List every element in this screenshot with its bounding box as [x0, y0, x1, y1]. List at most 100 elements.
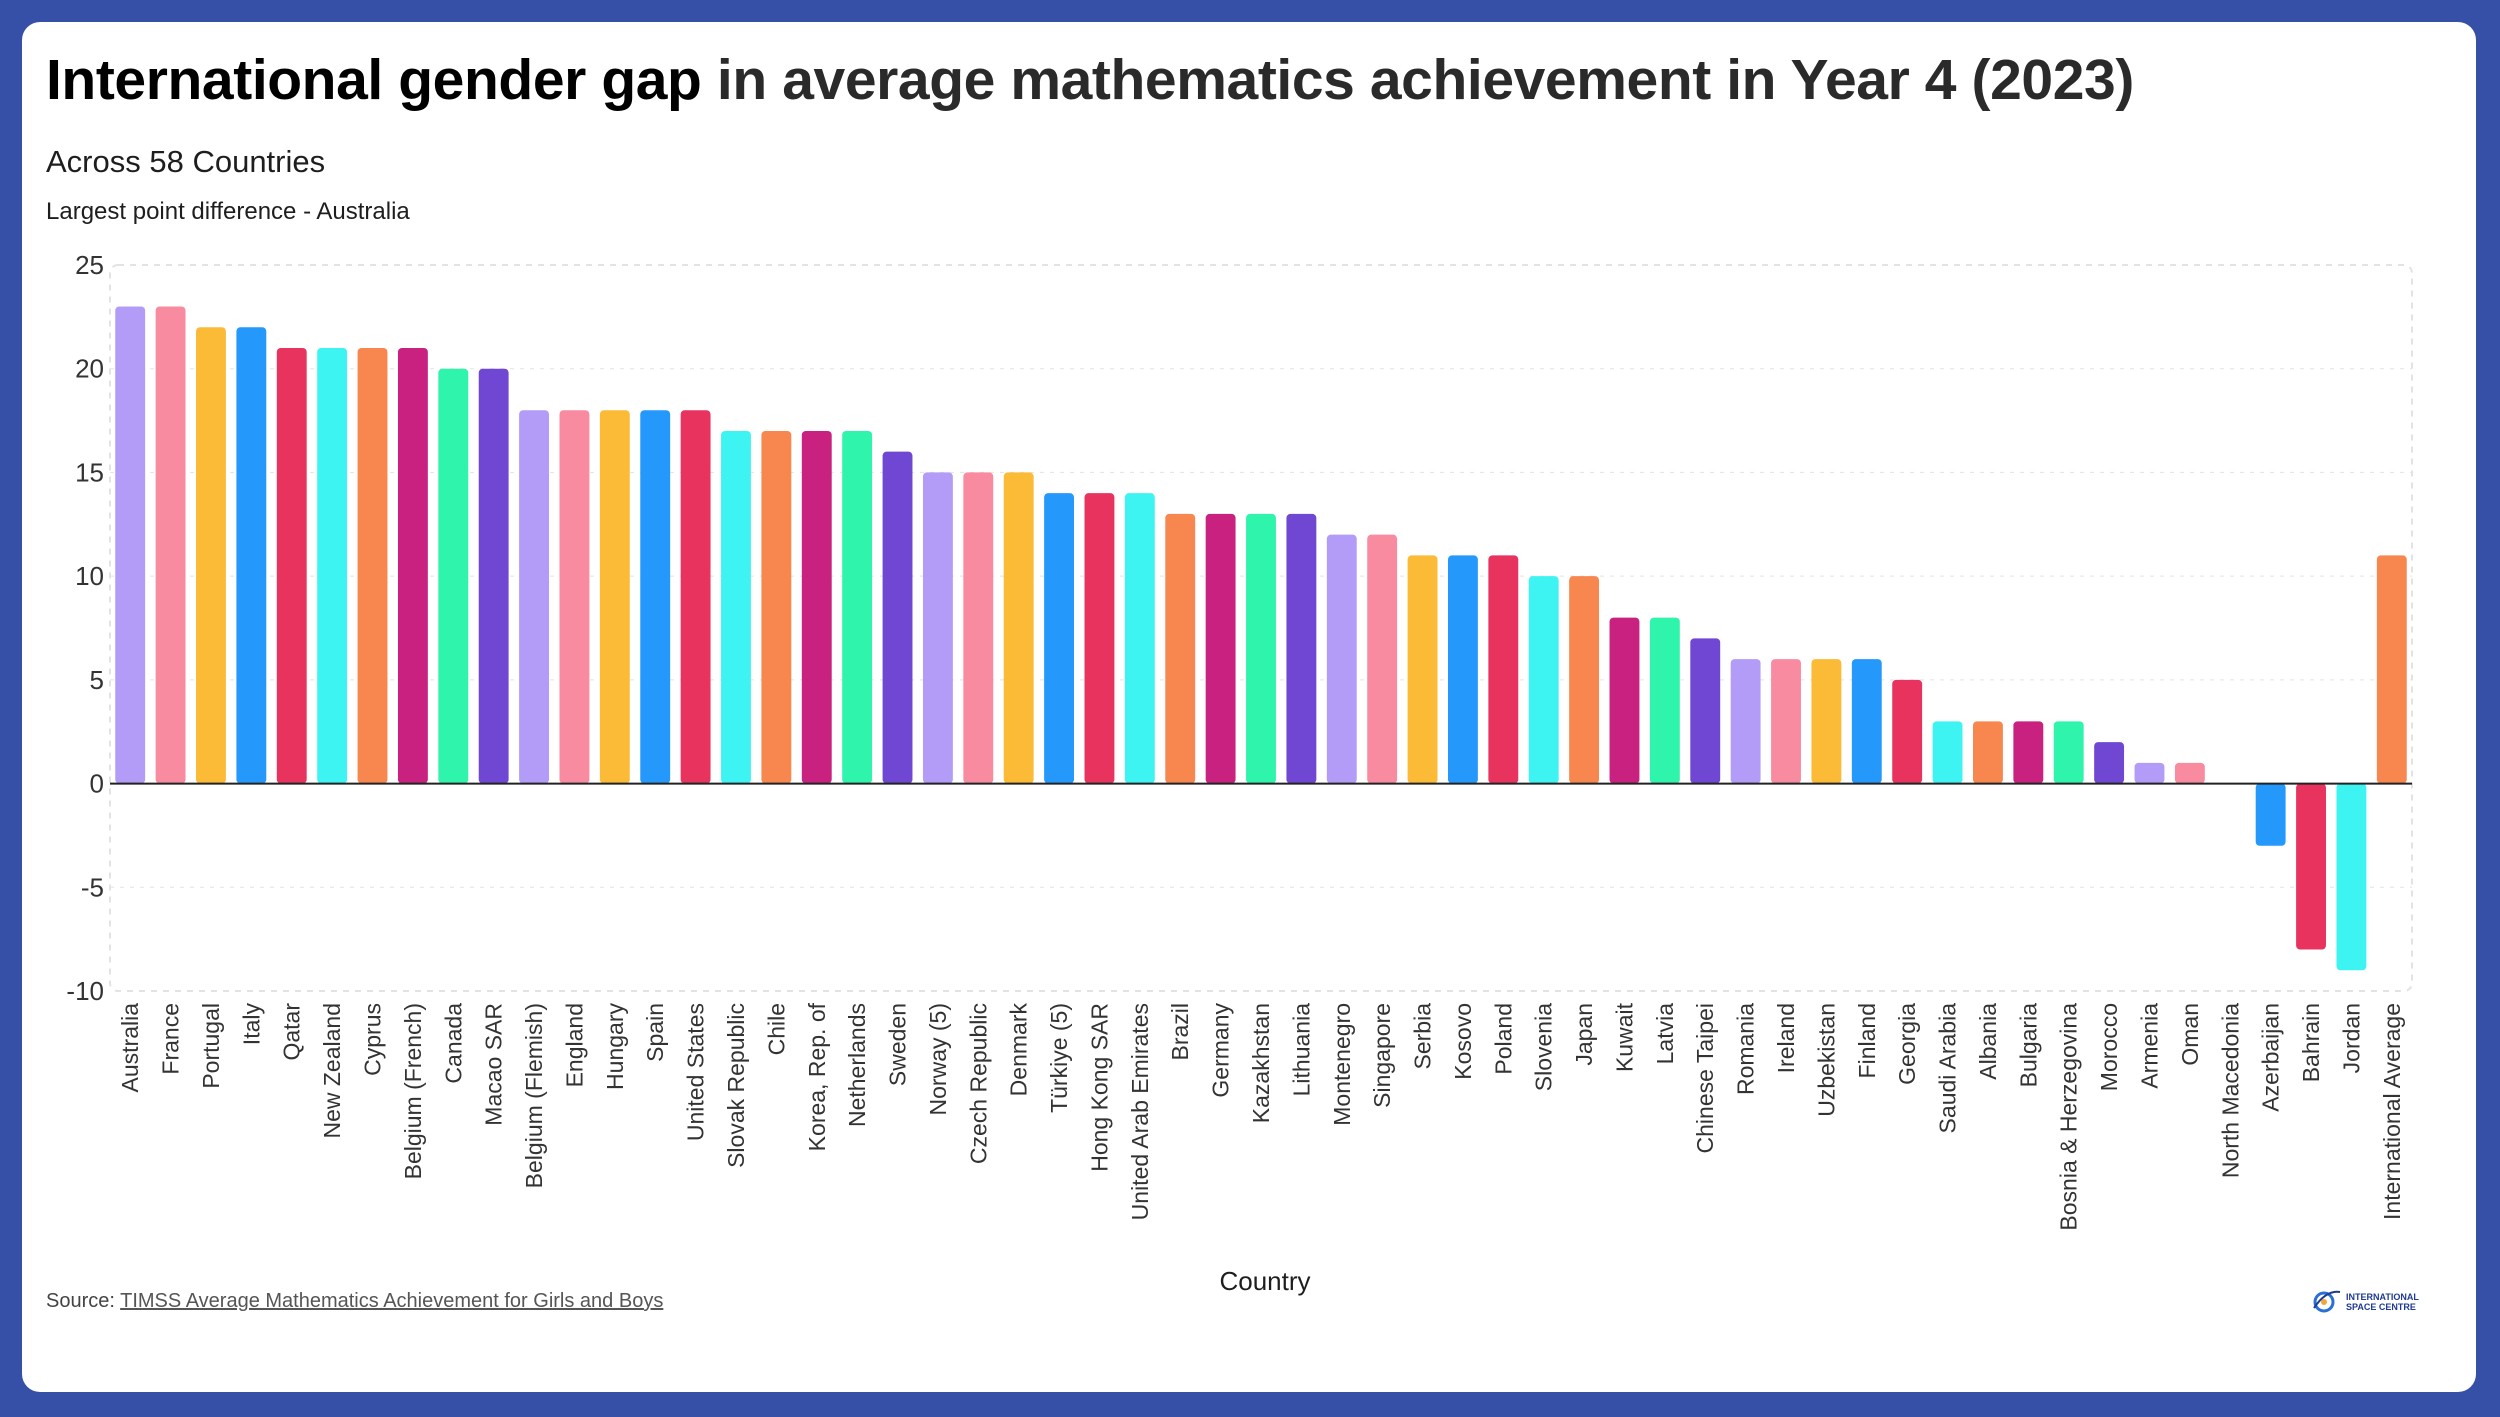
x-tick-label: Montenegro — [1329, 1003, 1355, 1126]
x-tick-label: England — [561, 1003, 587, 1087]
x-tick-label: France — [158, 1003, 184, 1075]
bar — [1488, 555, 1519, 784]
x-tick-label: Portugal — [198, 1003, 224, 1089]
bar — [1609, 617, 1640, 784]
x-tick-label: North Macedonia — [2217, 1003, 2243, 1178]
bar — [842, 430, 873, 784]
bar — [2013, 721, 2044, 784]
x-tick-label: Qatar — [279, 1003, 305, 1061]
y-tick-label: 15 — [75, 457, 104, 487]
bar — [1003, 472, 1034, 784]
x-tick-label: Bahrain — [2298, 1003, 2324, 1082]
bar — [1124, 493, 1155, 784]
bar — [1932, 721, 1963, 784]
y-tick-label: 0 — [90, 769, 104, 799]
x-tick-label: Japan — [1571, 1003, 1597, 1066]
bar — [599, 410, 630, 784]
bar — [2053, 721, 2084, 784]
chart-note: Largest point difference - Australia — [46, 198, 410, 225]
bar — [2376, 555, 2407, 784]
x-tick-label: Ireland — [1773, 1003, 1799, 1073]
bar — [1892, 679, 1923, 784]
bar — [1044, 493, 1075, 784]
x-tick-label: Lithuania — [1288, 1003, 1314, 1097]
bar — [397, 347, 428, 784]
bar — [1528, 576, 1559, 784]
x-tick-label: Hungary — [602, 1003, 628, 1090]
logo-text-line2: SPACE CENTRE — [2346, 1302, 2416, 1312]
x-tick-label: Korea, Rep. of — [804, 1002, 830, 1151]
bar — [438, 368, 469, 784]
bar — [1811, 659, 1842, 784]
x-tick-label: Slovenia — [1531, 1003, 1557, 1091]
x-tick-label: Morocco — [2096, 1003, 2122, 1091]
bar — [801, 430, 832, 784]
x-tick-label: Uzbekistan — [1813, 1003, 1839, 1117]
x-tick-label: Netherlands — [844, 1003, 870, 1127]
bar — [721, 430, 751, 784]
bar — [478, 368, 509, 784]
x-tick-label: Poland — [1490, 1003, 1516, 1075]
bar — [2296, 783, 2326, 950]
bar — [1165, 513, 1196, 784]
x-tick-label: Latvia — [1652, 1003, 1678, 1065]
x-tick-label: Romania — [1733, 1003, 1759, 1095]
x-tick-label: Bosnia & Herzegovina — [2056, 1003, 2082, 1231]
bar — [276, 347, 307, 784]
x-tick-label: Kosovo — [1450, 1003, 1476, 1080]
bar — [317, 347, 348, 784]
plot-frame — [109, 264, 2413, 992]
bar — [640, 410, 671, 784]
x-tick-label: New Zealand — [319, 1003, 345, 1139]
x-tick-label: Chinese Taipei — [1692, 1003, 1718, 1153]
bar — [1851, 659, 1882, 784]
x-tick-label: Hong Kong SAR — [1086, 1003, 1112, 1172]
x-tick-label: Türkiye (5) — [1046, 1003, 1072, 1113]
bar — [2094, 742, 2125, 784]
x-tick-label: Oman — [2177, 1003, 2203, 1066]
title-rest: in average mathematics achievement in Ye… — [701, 48, 2134, 112]
x-tick-label: Kuwait — [1611, 1002, 1637, 1072]
source-prefix: Source: — [46, 1290, 121, 1312]
bar — [1246, 513, 1276, 784]
bar — [519, 410, 549, 784]
x-tick-label: Saudi Arabia — [1935, 1003, 1961, 1134]
bar — [882, 451, 913, 784]
bar — [196, 327, 226, 784]
bar — [1730, 659, 1761, 784]
bar — [1205, 513, 1236, 784]
y-tick-label: 5 — [90, 665, 104, 695]
bar — [1407, 555, 1438, 784]
x-tick-label: Macao SAR — [481, 1003, 507, 1126]
bar — [1569, 576, 1600, 784]
x-tick-label: Australia — [117, 1003, 143, 1093]
source-link[interactable]: TIMSS Average Mathematics Achievement fo… — [120, 1290, 664, 1312]
x-tick-label: Sweden — [885, 1003, 911, 1086]
bar — [155, 306, 186, 784]
bar — [1690, 638, 1721, 784]
x-tick-label: Finland — [1854, 1003, 1880, 1078]
x-tick-label: Slovak Republic — [723, 1003, 749, 1168]
bar — [2174, 762, 2205, 784]
x-tick-label: Bulgaria — [2015, 1003, 2041, 1088]
x-tick-label: Brazil — [1167, 1003, 1193, 1061]
x-tick-label: Cyprus — [360, 1003, 386, 1076]
bar — [1367, 534, 1398, 784]
source-line: Source: TIMSS Average Mathematics Achiev… — [46, 1290, 663, 1313]
x-tick-label: Norway (5) — [925, 1003, 951, 1115]
bar — [761, 430, 792, 784]
bar — [1447, 555, 1478, 784]
x-tick-label: Czech Republic — [965, 1003, 991, 1164]
bar — [1973, 721, 2003, 784]
bar — [1326, 534, 1357, 784]
y-tick-label: 10 — [75, 561, 104, 591]
x-tick-label: Germany — [1208, 1003, 1234, 1098]
chart-title: International gender gap in average math… — [46, 44, 2134, 116]
bar — [1286, 513, 1317, 784]
x-tick-label: Kazakhstan — [1248, 1003, 1274, 1123]
x-tick-label: Singapore — [1369, 1003, 1395, 1108]
bar — [2336, 783, 2367, 971]
x-tick-label: Chile — [763, 1003, 789, 1055]
x-tick-label: Belgium (Flemish) — [521, 1003, 547, 1188]
